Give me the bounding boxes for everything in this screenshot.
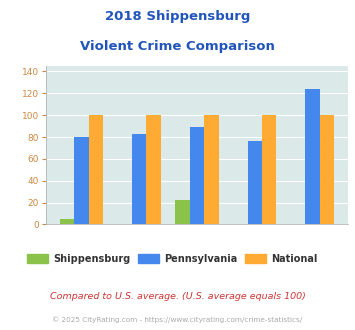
- Bar: [175, 200, 190, 224]
- Bar: [60, 219, 74, 224]
- Text: 2018 Shippensburg: 2018 Shippensburg: [105, 10, 250, 23]
- Bar: [247, 141, 262, 224]
- Bar: [89, 115, 103, 224]
- Text: Violent Crime Comparison: Violent Crime Comparison: [80, 40, 275, 52]
- Bar: [74, 137, 89, 224]
- Legend: Shippensburg, Pennsylvania, National: Shippensburg, Pennsylvania, National: [23, 249, 322, 267]
- Bar: [147, 115, 161, 224]
- Bar: [204, 115, 219, 224]
- Bar: [305, 89, 320, 224]
- Bar: [132, 134, 147, 224]
- Bar: [262, 115, 277, 224]
- Text: © 2025 CityRating.com - https://www.cityrating.com/crime-statistics/: © 2025 CityRating.com - https://www.city…: [53, 317, 302, 323]
- Bar: [190, 127, 204, 224]
- Text: Compared to U.S. average. (U.S. average equals 100): Compared to U.S. average. (U.S. average …: [50, 292, 305, 301]
- Bar: [320, 115, 334, 224]
